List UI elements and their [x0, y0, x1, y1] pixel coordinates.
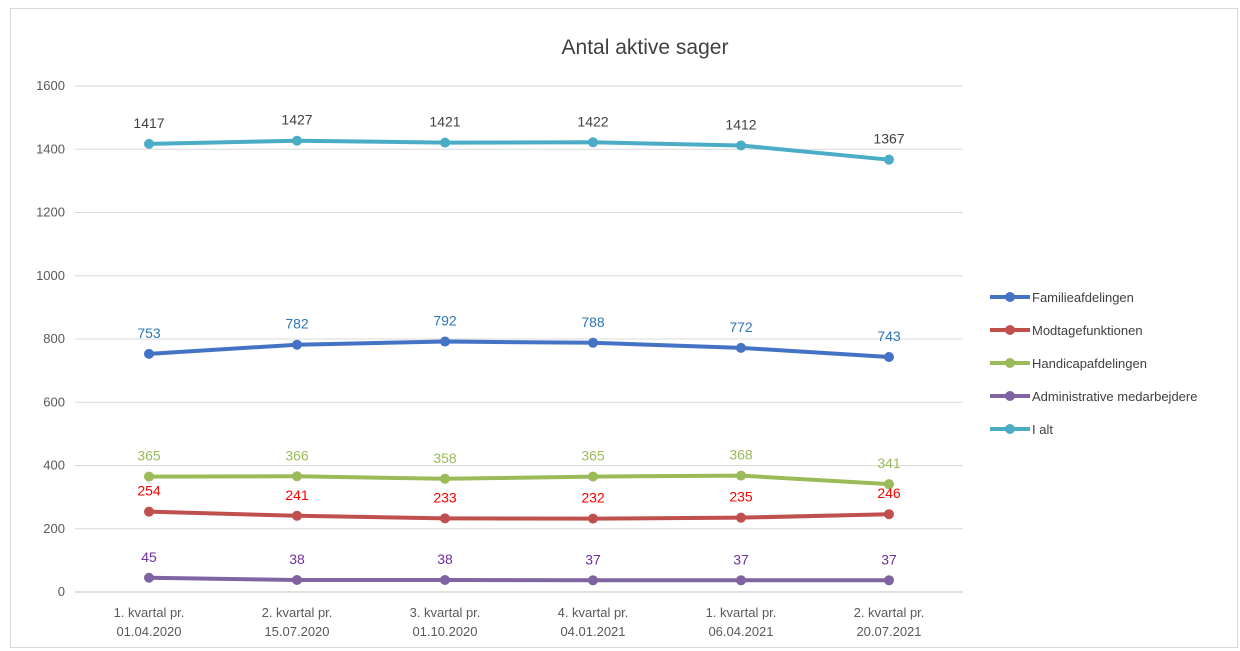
data-point: [144, 506, 154, 517]
data-label: 772: [729, 319, 753, 335]
series-line: [147, 575, 891, 583]
data-point: [588, 575, 598, 586]
data-label: 788: [581, 314, 605, 330]
legend-swatch-marker: [1005, 292, 1015, 302]
data-label: 365: [581, 448, 605, 464]
data-point: [588, 337, 598, 348]
data-point: [884, 154, 894, 165]
data-label: 366: [285, 447, 309, 463]
data-label: 1427: [281, 112, 312, 128]
data-point: [736, 342, 746, 353]
data-point: [144, 572, 154, 583]
data-point: [884, 575, 894, 586]
data-point: [736, 470, 746, 481]
series-line: [147, 138, 891, 162]
data-point: [884, 479, 894, 490]
data-point: [588, 471, 598, 482]
data-label: 782: [285, 316, 309, 332]
series-line: [147, 473, 891, 487]
chart-frame: [10, 8, 1238, 648]
data-label: 743: [877, 328, 901, 344]
data-point: [292, 339, 302, 350]
legend-entry: I alt: [1032, 422, 1053, 437]
data-label: 37: [733, 551, 749, 567]
x-tick-label: 1. kvartal pr. 01.04.2020: [114, 605, 185, 639]
legend-entry: Modtagefunktionen: [1032, 323, 1143, 338]
data-label: 792: [433, 313, 457, 329]
data-point: [736, 140, 746, 151]
data-point: [144, 138, 154, 149]
data-point: [440, 473, 450, 484]
data-label: 246: [877, 485, 901, 501]
series-line: [147, 509, 891, 521]
data-point: [440, 137, 450, 148]
legend-entry: Administrative medarbejdere: [1032, 389, 1197, 404]
data-point: [736, 512, 746, 523]
data-label: 37: [585, 551, 601, 567]
legend-entry: Familieafdelingen: [1032, 290, 1134, 305]
data-point: [292, 510, 302, 521]
data-label: 358: [433, 450, 457, 466]
data-label: 232: [581, 490, 605, 506]
y-tick-label: 1000: [36, 268, 65, 283]
data-label: 1422: [577, 113, 608, 129]
data-label: 37: [881, 551, 897, 567]
data-label: 38: [289, 551, 305, 567]
data-label: 1421: [429, 114, 460, 130]
legend-swatch-marker: [1005, 424, 1015, 434]
y-tick-label: 1200: [36, 205, 65, 220]
data-point: [292, 574, 302, 585]
y-tick-label: 400: [43, 458, 65, 473]
y-tick-label: 800: [43, 331, 65, 346]
data-label: 1417: [133, 115, 164, 131]
data-point: [292, 471, 302, 482]
data-point: [736, 575, 746, 586]
legend-swatch-marker: [1005, 391, 1015, 401]
data-point: [588, 513, 598, 524]
y-tick-label: 1600: [36, 78, 65, 93]
chart-title: Antal aktive sager: [562, 36, 729, 59]
y-tick-label: 0: [58, 584, 65, 599]
data-point: [144, 471, 154, 482]
data-point: [144, 348, 154, 359]
data-label: 233: [433, 489, 457, 505]
x-tick-label: 2. kvartal pr. 15.07.2020: [262, 605, 333, 639]
data-label: 254: [137, 483, 161, 499]
series-line: [147, 339, 891, 360]
data-label: 235: [729, 489, 753, 505]
x-tick-label: 2. kvartal pr. 20.07.2021: [854, 605, 925, 639]
y-tick-label: 600: [43, 394, 65, 409]
legend-swatch-marker: [1005, 325, 1015, 335]
data-point: [440, 336, 450, 347]
data-label: 753: [137, 325, 161, 341]
data-label: 1367: [873, 131, 904, 147]
data-point: [884, 352, 894, 363]
data-point: [440, 574, 450, 585]
data-label: 45: [141, 549, 157, 565]
data-label: 241: [285, 487, 309, 503]
x-tick-label: 1. kvartal pr. 06.04.2021: [706, 605, 777, 639]
data-label: 341: [877, 455, 901, 471]
data-point: [588, 137, 598, 148]
legend-entry: Handicapafdelingen: [1032, 356, 1147, 371]
data-label: 38: [437, 551, 453, 567]
data-point: [440, 513, 450, 524]
data-label: 1412: [725, 116, 756, 132]
legend-swatch-marker: [1005, 358, 1015, 368]
data-label: 368: [729, 447, 753, 463]
y-tick-label: 1400: [36, 141, 65, 156]
data-point: [292, 135, 302, 146]
data-label: 365: [137, 448, 161, 464]
data-point: [884, 509, 894, 520]
y-tick-label: 200: [43, 521, 65, 536]
x-tick-label: 4. kvartal pr. 04.01.2021: [558, 605, 629, 639]
x-tick-label: 3. kvartal pr. 01.10.2020: [410, 605, 481, 639]
